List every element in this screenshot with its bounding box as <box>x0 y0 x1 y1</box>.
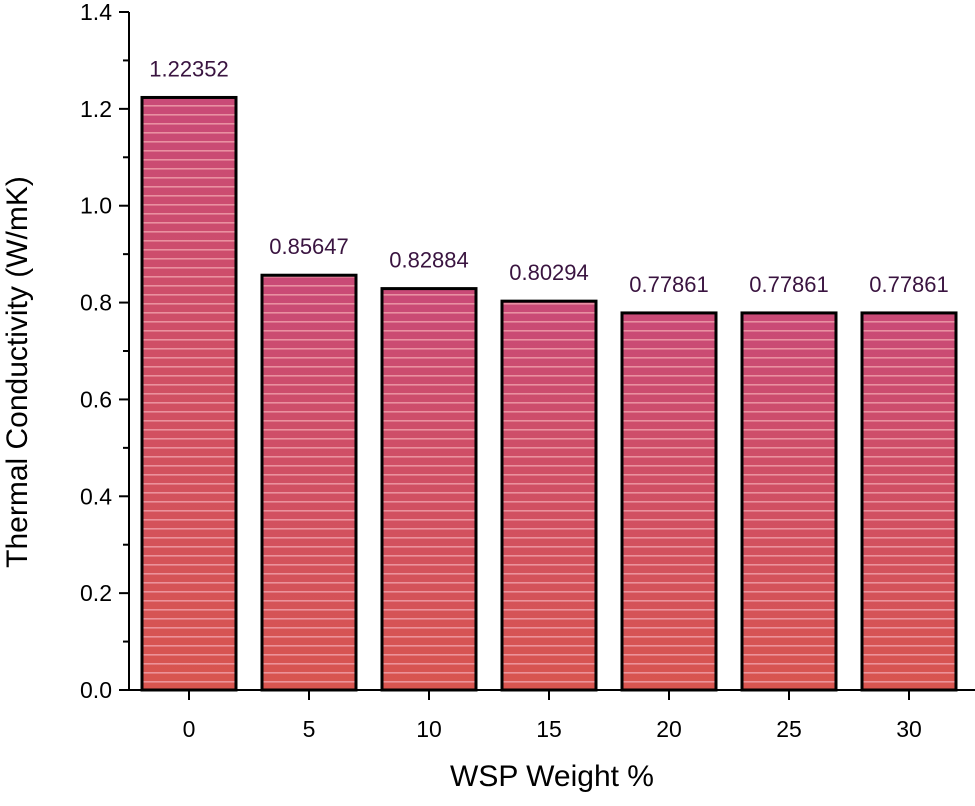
data-label-30: 0.77861 <box>869 272 949 297</box>
y-tick-label: 1.4 <box>80 0 112 25</box>
bar-0 <box>140 95 238 692</box>
bar-15 <box>500 299 598 692</box>
y-tick-label: 0.6 <box>80 386 112 412</box>
y-tick-label: 0.8 <box>80 290 112 316</box>
y-tick-label: 1.0 <box>80 193 112 219</box>
x-axis-ticks: 0 5 10 15 20 25 30 <box>183 690 922 742</box>
x-tick-label: 25 <box>776 716 802 742</box>
bar-25 <box>740 311 838 692</box>
bar-outline <box>740 311 838 692</box>
bar-20 <box>620 311 718 692</box>
bar-outline <box>260 273 358 692</box>
bar-outline <box>380 287 478 692</box>
x-tick-label: 10 <box>416 716 442 742</box>
x-tick-label: 30 <box>896 716 922 742</box>
bar-outline <box>500 299 598 692</box>
y-tick-label: 0.4 <box>80 483 112 509</box>
x-tick-label: 0 <box>183 716 196 742</box>
y-axis-title: Thermal Conductivity (W/mK) <box>1 176 34 568</box>
y-tick-label: 1.2 <box>80 96 112 122</box>
bar-outline <box>620 311 718 692</box>
bar-10 <box>380 287 478 692</box>
data-label-10: 0.82884 <box>389 248 469 273</box>
x-tick-label: 20 <box>656 716 682 742</box>
data-label-25: 0.77861 <box>749 272 829 297</box>
x-axis-title: WSP Weight % <box>450 760 654 793</box>
data-label-5: 0.85647 <box>269 234 349 259</box>
y-axis-ticks: 0.0 0.2 0.4 0.6 0.8 1.0 1.2 1.4 <box>80 0 129 703</box>
data-labels: 1.22352 0.85647 0.82884 0.80294 0.77861 0.778… <box>149 56 949 296</box>
x-tick-label: 15 <box>536 716 562 742</box>
data-label-20: 0.77861 <box>629 272 709 297</box>
y-tick-label: 0.2 <box>80 580 112 606</box>
bars <box>140 95 958 692</box>
data-label-0: 1.22352 <box>149 56 229 81</box>
bar-5 <box>260 273 358 692</box>
y-tick-label: 0.0 <box>80 677 112 703</box>
data-label-15: 0.80294 <box>509 260 589 285</box>
bar-outline <box>860 311 958 692</box>
bar-outline <box>140 95 238 692</box>
x-tick-label: 5 <box>303 716 316 742</box>
bar-30 <box>860 311 958 692</box>
